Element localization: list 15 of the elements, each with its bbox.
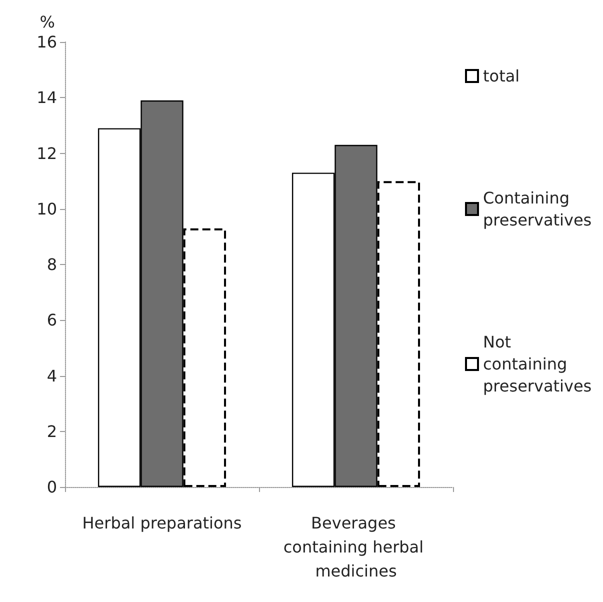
y-tick-label: 0 (46, 478, 57, 496)
y-axis-title: % (40, 12, 55, 32)
y-tick-label: 4 (46, 366, 57, 386)
y-tick-label: 12 (36, 144, 57, 163)
x-tick-label: Herbal preparations (82, 514, 242, 532)
legend-label: total (483, 66, 520, 86)
y-tick-label: 10 (36, 199, 57, 218)
y-tick-label: 6 (46, 310, 57, 330)
legend-label: Containing preservatives (483, 188, 592, 230)
y-tick-label: 16 (36, 32, 57, 52)
x-tick-label: Beverages containing herbal medicines (283, 514, 429, 580)
legend-label: Not containing preservatives (483, 332, 592, 396)
y-tick-label: 14 (36, 88, 57, 108)
y-tick-label: 8 (46, 255, 57, 274)
y-tick-label: 2 (46, 422, 57, 441)
